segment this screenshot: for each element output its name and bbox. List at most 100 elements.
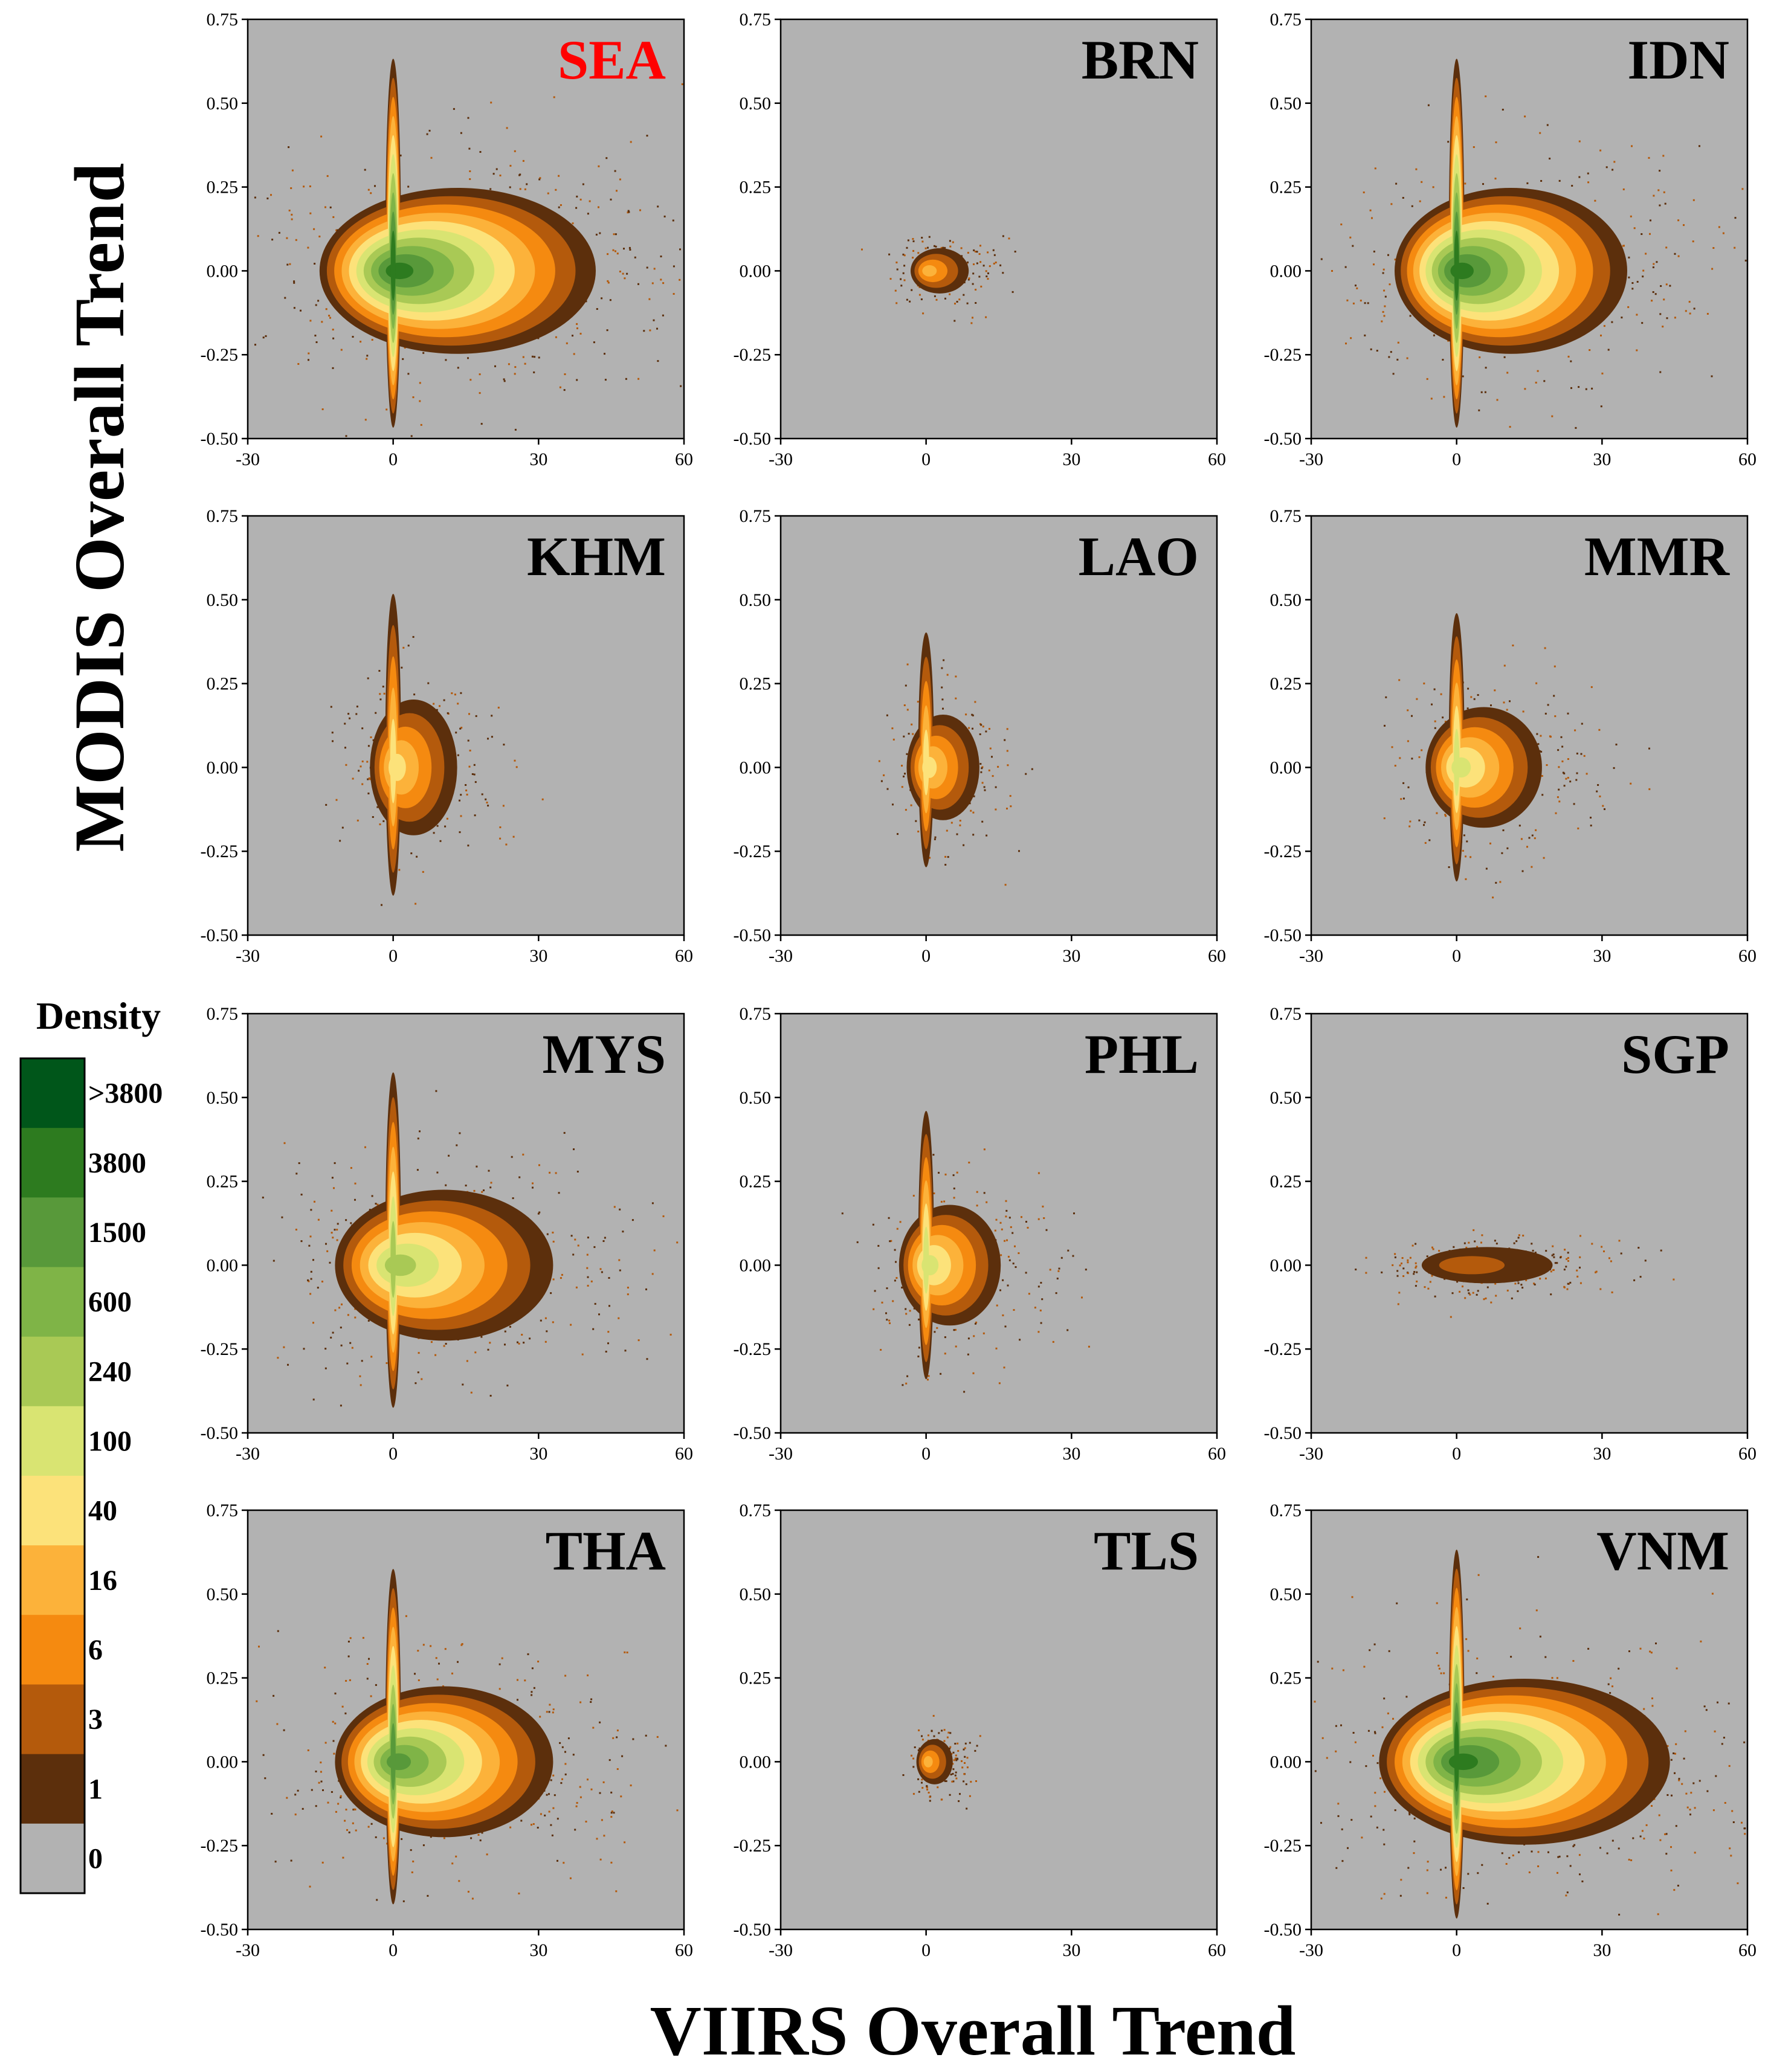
density-point: [1006, 1239, 1008, 1241]
density-point: [587, 213, 589, 215]
density-point: [462, 1383, 464, 1386]
density-point: [557, 1859, 558, 1862]
density-point: [569, 1877, 572, 1879]
plot-frame: [779, 515, 1218, 936]
density-point: [992, 249, 995, 251]
density-point: [1335, 1750, 1337, 1752]
y-tick-label: 0.00: [1270, 758, 1302, 777]
density-point: [905, 684, 907, 687]
density-point: [1711, 375, 1713, 378]
density-point: [572, 335, 573, 337]
density-point: [1041, 1298, 1044, 1301]
density-point: [1012, 1263, 1015, 1265]
density-point: [1019, 1339, 1021, 1341]
density-point: [1384, 305, 1386, 307]
legend-swatch: [21, 1754, 85, 1824]
density-point: [952, 1768, 955, 1771]
density-point: [309, 185, 311, 187]
density-point: [1340, 224, 1343, 225]
density-point: [950, 822, 953, 824]
density-point: [1645, 1824, 1648, 1826]
density-point: [1662, 326, 1664, 328]
density-point: [1665, 1833, 1668, 1835]
density-point: [612, 1737, 615, 1739]
density-point: [610, 1816, 613, 1818]
density-point: [1521, 870, 1524, 872]
density-point: [1469, 1293, 1471, 1296]
density-point: [369, 778, 371, 780]
density-point: [509, 164, 512, 167]
density-point: [963, 1748, 965, 1751]
density-point: [1483, 1298, 1485, 1301]
density-point: [883, 774, 885, 776]
density-point: [1081, 1296, 1083, 1299]
density-point: [1407, 786, 1410, 788]
density-point: [637, 283, 639, 285]
y-tick-label: 0.25: [740, 178, 772, 198]
density-point: [270, 194, 272, 196]
density-layer: [922, 729, 937, 796]
density-point: [1438, 1250, 1441, 1252]
density-point: [517, 1341, 518, 1343]
density-point: [1468, 1292, 1470, 1295]
x-tick-label: 0: [389, 946, 398, 966]
density-point: [660, 278, 662, 281]
density-point: [585, 1821, 587, 1823]
legend-title: Density: [36, 994, 161, 1037]
density-point: [1567, 1252, 1569, 1254]
density-point: [455, 1855, 457, 1858]
density-point: [1398, 679, 1401, 681]
y-tick-label: -0.50: [734, 925, 772, 945]
density-point: [1416, 1271, 1418, 1273]
density-point: [341, 826, 344, 829]
density-point: [552, 1240, 555, 1243]
density-point: [344, 747, 346, 749]
density-point: [1407, 1261, 1409, 1264]
density-point: [1578, 140, 1581, 143]
density-point: [1490, 1301, 1492, 1304]
density-point: [1025, 1272, 1027, 1274]
density-point: [905, 1313, 908, 1315]
density-point: [1547, 1851, 1549, 1853]
density-layer: [1448, 1721, 1478, 1792]
density-point: [1743, 1827, 1746, 1830]
density-point: [1415, 1285, 1417, 1287]
density-point: [936, 1327, 938, 1329]
density-point: [1384, 1790, 1386, 1793]
density-point: [910, 804, 912, 806]
density-point: [1550, 1270, 1552, 1273]
density-point: [1067, 1249, 1070, 1252]
density-point: [631, 1219, 634, 1221]
density-point: [524, 188, 526, 190]
density-point: [314, 335, 317, 336]
density-point: [310, 1209, 312, 1211]
density-point: [1360, 300, 1362, 302]
density-point: [626, 1652, 628, 1653]
density-point: [254, 196, 256, 199]
density-point: [308, 359, 309, 361]
density-point: [529, 1337, 531, 1340]
density-point: [979, 763, 982, 765]
density-point: [266, 198, 269, 199]
density-point: [422, 870, 424, 873]
density-point: [1722, 232, 1724, 234]
density-point: [586, 1267, 589, 1269]
density-point: [1587, 1647, 1590, 1650]
density-point: [1434, 727, 1436, 729]
density-point: [604, 353, 605, 355]
y-tick-label: 0.75: [740, 506, 772, 526]
x-tick-label: 60: [1738, 946, 1757, 966]
x-tick-label: 0: [389, 1444, 398, 1464]
density-point: [1406, 357, 1408, 359]
density-point: [361, 783, 364, 785]
density-point: [1476, 1657, 1479, 1659]
density-point: [1400, 798, 1402, 800]
density-point: [541, 798, 544, 800]
legend-swatch: [21, 1197, 85, 1267]
density-point: [1518, 825, 1521, 827]
density-point: [1699, 1780, 1701, 1782]
density-point: [1665, 283, 1668, 286]
plot-frame: [779, 1509, 1218, 1931]
density-point: [1552, 1269, 1555, 1271]
